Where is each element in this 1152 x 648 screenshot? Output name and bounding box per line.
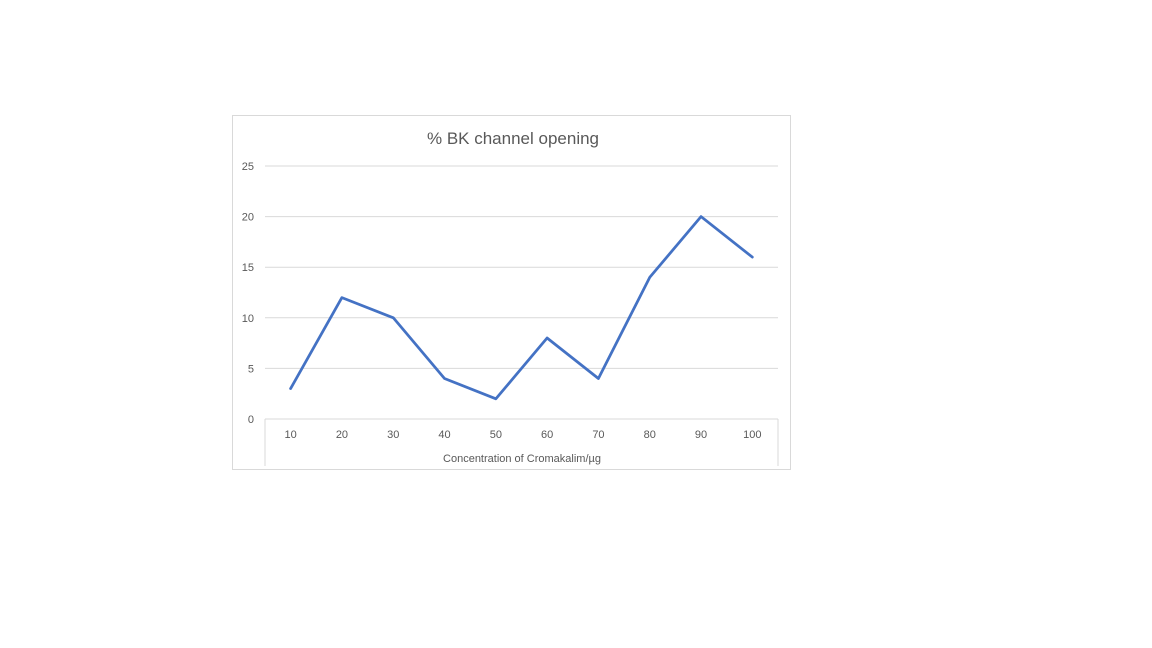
x-tick-label: 70 [592, 429, 604, 441]
x-tick-label: 80 [644, 429, 656, 441]
line-chart: % BK channel opening 0 5 10 15 20 25 10 20 30 40… [242, 129, 779, 466]
series-line [289, 215, 754, 401]
y-tick-label: 25 [242, 161, 254, 173]
y-tick-label: 15 [242, 262, 254, 274]
y-axis-tick-labels: 0 5 10 15 20 25 [242, 161, 254, 426]
x-axis-tick-labels: 10 20 30 40 50 60 70 80 90 100 [285, 429, 762, 441]
x-tick-label: 100 [743, 429, 761, 441]
y-tick-label: 0 [248, 414, 254, 426]
x-tick-label: 60 [541, 429, 553, 441]
y-tick-label: 5 [248, 363, 254, 375]
series-group [289, 215, 754, 401]
y-tick-label: 20 [242, 212, 254, 224]
x-tick-label: 30 [387, 429, 399, 441]
x-tick-label: 50 [490, 429, 502, 441]
x-axis-title: Concentration of Cromakalim/µg [443, 453, 601, 465]
chart-area: % BK channel opening 0 5 10 15 20 25 10 20 30 40… [232, 115, 791, 470]
x-tick-label: 40 [438, 429, 450, 441]
chart-title: % BK channel opening [427, 129, 599, 148]
gridlines [265, 165, 778, 369]
x-tick-label: 90 [695, 429, 707, 441]
x-tick-label: 20 [336, 429, 348, 441]
y-tick-label: 10 [242, 313, 254, 325]
x-tick-label: 10 [285, 429, 297, 441]
x-axis [264, 418, 779, 466]
